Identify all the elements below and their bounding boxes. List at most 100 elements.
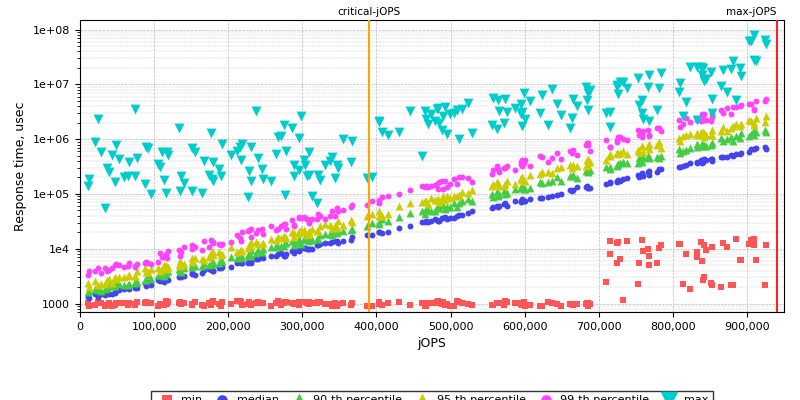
- max: [416, 153, 429, 159]
- 95-th percentile: [518, 178, 530, 184]
- median: [431, 218, 444, 224]
- min: [643, 262, 656, 268]
- 99-th percentile: [162, 248, 174, 254]
- median: [382, 229, 394, 236]
- min: [610, 240, 623, 246]
- 95-th percentile: [727, 123, 740, 129]
- max: [160, 190, 173, 196]
- 95-th percentile: [696, 132, 709, 138]
- max: [582, 90, 594, 96]
- 99-th percentile: [440, 184, 453, 190]
- median: [563, 187, 576, 193]
- max: [610, 84, 623, 90]
- 90-th percentile: [727, 138, 740, 144]
- max: [611, 90, 624, 97]
- 90-th percentile: [603, 166, 616, 172]
- median: [583, 185, 596, 191]
- 95-th percentile: [302, 229, 315, 236]
- 99-th percentile: [636, 128, 649, 134]
- median: [514, 198, 527, 204]
- 90-th percentile: [760, 129, 773, 136]
- 95-th percentile: [213, 248, 226, 255]
- 90-th percentile: [579, 168, 592, 174]
- median: [101, 290, 114, 296]
- 95-th percentile: [680, 132, 693, 138]
- 95-th percentile: [734, 123, 746, 129]
- median: [570, 184, 583, 191]
- median: [82, 294, 95, 301]
- max: [81, 182, 94, 189]
- 90-th percentile: [302, 238, 315, 244]
- 99-th percentile: [145, 261, 158, 267]
- median: [256, 254, 269, 260]
- median: [486, 205, 498, 212]
- 95-th percentile: [582, 156, 594, 162]
- 95-th percentile: [142, 269, 154, 275]
- median: [330, 238, 343, 244]
- median: [416, 219, 429, 226]
- min: [730, 236, 742, 242]
- max: [491, 97, 504, 103]
- min: [373, 301, 386, 307]
- 90-th percentile: [174, 268, 186, 274]
- 99-th percentile: [224, 239, 237, 245]
- 90-th percentile: [515, 185, 528, 191]
- min: [491, 299, 504, 306]
- 95-th percentile: [515, 173, 528, 180]
- 95-th percentile: [310, 227, 323, 234]
- 95-th percentile: [748, 122, 761, 128]
- max: [215, 141, 228, 147]
- min: [734, 257, 747, 263]
- min: [204, 302, 217, 308]
- 99-th percentile: [106, 265, 118, 271]
- median: [745, 146, 758, 152]
- 95-th percentile: [614, 150, 626, 156]
- median: [345, 237, 358, 244]
- max: [250, 108, 262, 115]
- max: [345, 159, 358, 165]
- 99-th percentile: [242, 228, 254, 234]
- 95-th percentile: [448, 193, 461, 199]
- 95-th percentile: [271, 234, 284, 241]
- 90-th percentile: [582, 168, 594, 174]
- 95-th percentile: [514, 176, 527, 182]
- 90-th percentile: [730, 133, 742, 140]
- min: [749, 257, 762, 263]
- min: [129, 301, 142, 308]
- min: [632, 281, 645, 287]
- median: [292, 247, 305, 254]
- 90-th percentile: [245, 252, 258, 259]
- 99-th percentile: [195, 246, 208, 253]
- median: [310, 242, 323, 248]
- 90-th percentile: [725, 134, 738, 141]
- min: [256, 300, 269, 306]
- 99-th percentile: [235, 229, 248, 235]
- median: [404, 223, 417, 229]
- 90-th percentile: [250, 250, 262, 256]
- 95-th percentile: [697, 128, 710, 135]
- 95-th percentile: [748, 120, 761, 126]
- 90-th percentile: [758, 126, 771, 133]
- max: [581, 97, 594, 103]
- median: [113, 286, 126, 293]
- min: [346, 300, 359, 306]
- 95-th percentile: [382, 211, 394, 217]
- max: [376, 129, 389, 135]
- 90-th percentile: [224, 254, 237, 261]
- min: [154, 301, 166, 307]
- 90-th percentile: [443, 204, 456, 210]
- 99-th percentile: [611, 134, 624, 140]
- 95-th percentile: [500, 178, 513, 185]
- 99-th percentile: [89, 268, 102, 274]
- Y-axis label: Response time, usec: Response time, usec: [14, 101, 27, 231]
- 90-th percentile: [433, 205, 446, 211]
- 99-th percentile: [508, 167, 521, 173]
- max: [382, 132, 394, 138]
- median: [455, 212, 468, 218]
- 99-th percentile: [643, 133, 656, 139]
- max: [760, 41, 773, 47]
- max: [745, 38, 758, 44]
- 99-th percentile: [206, 239, 219, 246]
- median: [643, 171, 656, 178]
- min: [336, 300, 349, 306]
